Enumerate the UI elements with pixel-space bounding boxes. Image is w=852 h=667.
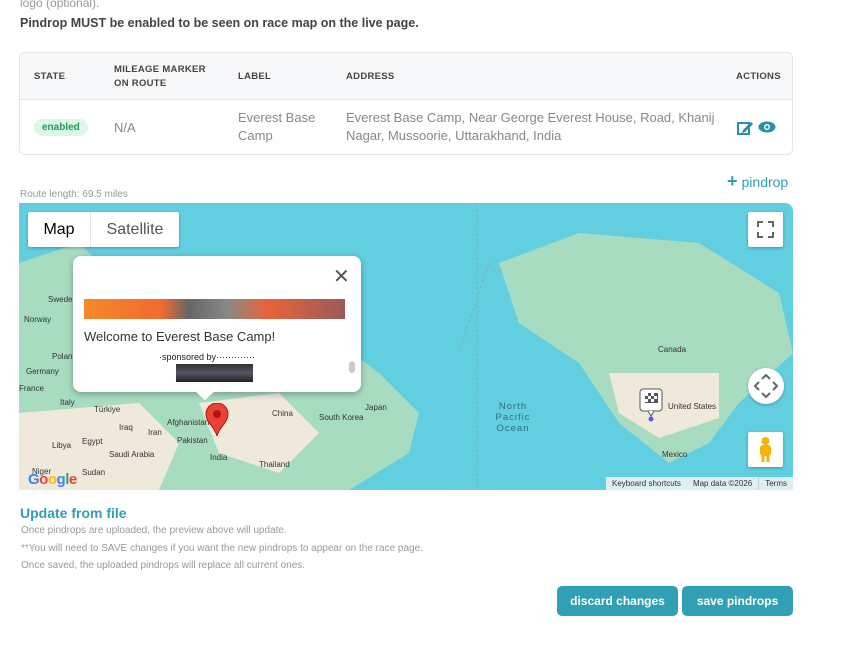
info-window: ✕ Welcome to Everest Base Camp! ·sponsor… <box>73 256 361 392</box>
info-window-pointer <box>195 391 215 400</box>
popup-banner-image <box>84 299 345 319</box>
map-label: Italy <box>60 398 75 407</box>
move-arrows-icon <box>753 373 779 399</box>
map-label: Norway <box>24 315 52 324</box>
map-label: Mexico <box>662 450 688 459</box>
update-note: **You will need to SAVE changes if you w… <box>21 543 423 554</box>
map-label: South Korea <box>319 413 364 422</box>
map-label: Poland <box>52 352 77 361</box>
map-label: United States <box>668 402 717 411</box>
header-actions: ACTIONS <box>736 71 781 82</box>
map-label: India <box>210 453 228 462</box>
address-cell: Everest Base Camp, Near George Everest H… <box>346 110 715 143</box>
sponsor-text: ·sponsored by············· <box>159 352 255 362</box>
popup-scrollbar[interactable] <box>349 361 355 373</box>
map-label: Türkiye <box>94 405 121 414</box>
map-data-credit: Map data ©2026 <box>692 479 753 488</box>
finish-flag-marker-icon[interactable] <box>639 388 663 423</box>
pindrop-table: STATE MILEAGE MARKER ON ROUTE LABEL ADDR… <box>19 52 793 155</box>
map-label: Thailand <box>259 460 290 469</box>
map-label: Egypt <box>82 437 103 446</box>
pegman-icon <box>760 437 771 462</box>
google-logo: Google <box>28 471 77 488</box>
enable-warning: Pindrop MUST be enabled to be seen on ra… <box>20 16 419 30</box>
header-state: STATE <box>34 71 66 82</box>
update-note: Once pindrops are uploaded, the preview … <box>21 525 287 536</box>
header-address: ADDRESS <box>346 71 395 82</box>
add-pindrop-label: pindrop <box>741 174 789 190</box>
map-label: Germany <box>26 367 59 376</box>
header-mileage: MILEAGE MARKER ON ROUTE <box>114 64 206 89</box>
eye-icon[interactable] <box>758 121 776 133</box>
map-label: Canada <box>658 345 687 354</box>
edit-icon[interactable] <box>737 120 753 135</box>
sponsor-logo-image <box>176 364 253 382</box>
fullscreen-button[interactable] <box>748 212 783 247</box>
terms-link[interactable]: Terms <box>758 477 793 490</box>
intro-text: logo (optional). <box>20 0 100 10</box>
table-header: STATE MILEAGE MARKER ON ROUTE LABEL ADDR… <box>20 53 792 100</box>
map-label: Pakistan <box>177 436 208 445</box>
ocean-label: North Pacific Ocean <box>495 401 531 434</box>
mileage-cell: N/A <box>114 120 136 135</box>
map-type-satellite-button[interactable]: Satellite <box>90 212 179 247</box>
map-label: Libya <box>52 441 72 450</box>
map-label: Saudi Arabia <box>109 450 155 459</box>
map-type-map-button[interactable]: Map <box>43 221 75 238</box>
keyboard-shortcuts-link[interactable]: Keyboard shortcuts <box>612 479 681 488</box>
map-label: France <box>19 384 44 393</box>
map-label: Sweden <box>48 295 77 304</box>
header-label: LABEL <box>238 71 272 82</box>
fullscreen-icon <box>757 221 774 238</box>
close-icon[interactable]: ✕ <box>333 266 350 288</box>
map-label: Afghanistan <box>167 418 210 427</box>
map-label: Iran <box>148 428 162 437</box>
map-label: Niger <box>32 467 52 476</box>
map-label: Japan <box>365 403 387 412</box>
save-pindrops-button[interactable]: save pindrops <box>682 586 793 616</box>
status-badge: enabled <box>34 119 88 136</box>
discard-changes-button[interactable]: discard changes <box>557 586 678 616</box>
plus-icon: + <box>727 171 738 191</box>
street-view-pegman[interactable] <box>748 432 783 467</box>
map-footer: Keyboard shortcuts Map data ©2026 Terms <box>606 477 793 490</box>
map-type-control: Map Satellite <box>28 212 179 247</box>
camera-control-button[interactable] <box>748 368 784 404</box>
route-length: Route length: 69.5 miles <box>20 189 128 200</box>
update-from-file-title: Update from file <box>20 505 127 521</box>
map-label: China <box>272 409 293 418</box>
map-label: Sudan <box>82 468 106 477</box>
popup-title: Welcome to Everest Base Camp! <box>84 329 276 344</box>
map-label: Iraq <box>119 423 133 432</box>
update-note: Once saved, the uploaded pindrops will r… <box>21 560 306 571</box>
pindrop-marker-icon[interactable] <box>205 403 229 437</box>
add-pindrop-button[interactable]: + pindrop <box>727 171 788 192</box>
label-cell: Everest Base Camp <box>238 110 316 143</box>
